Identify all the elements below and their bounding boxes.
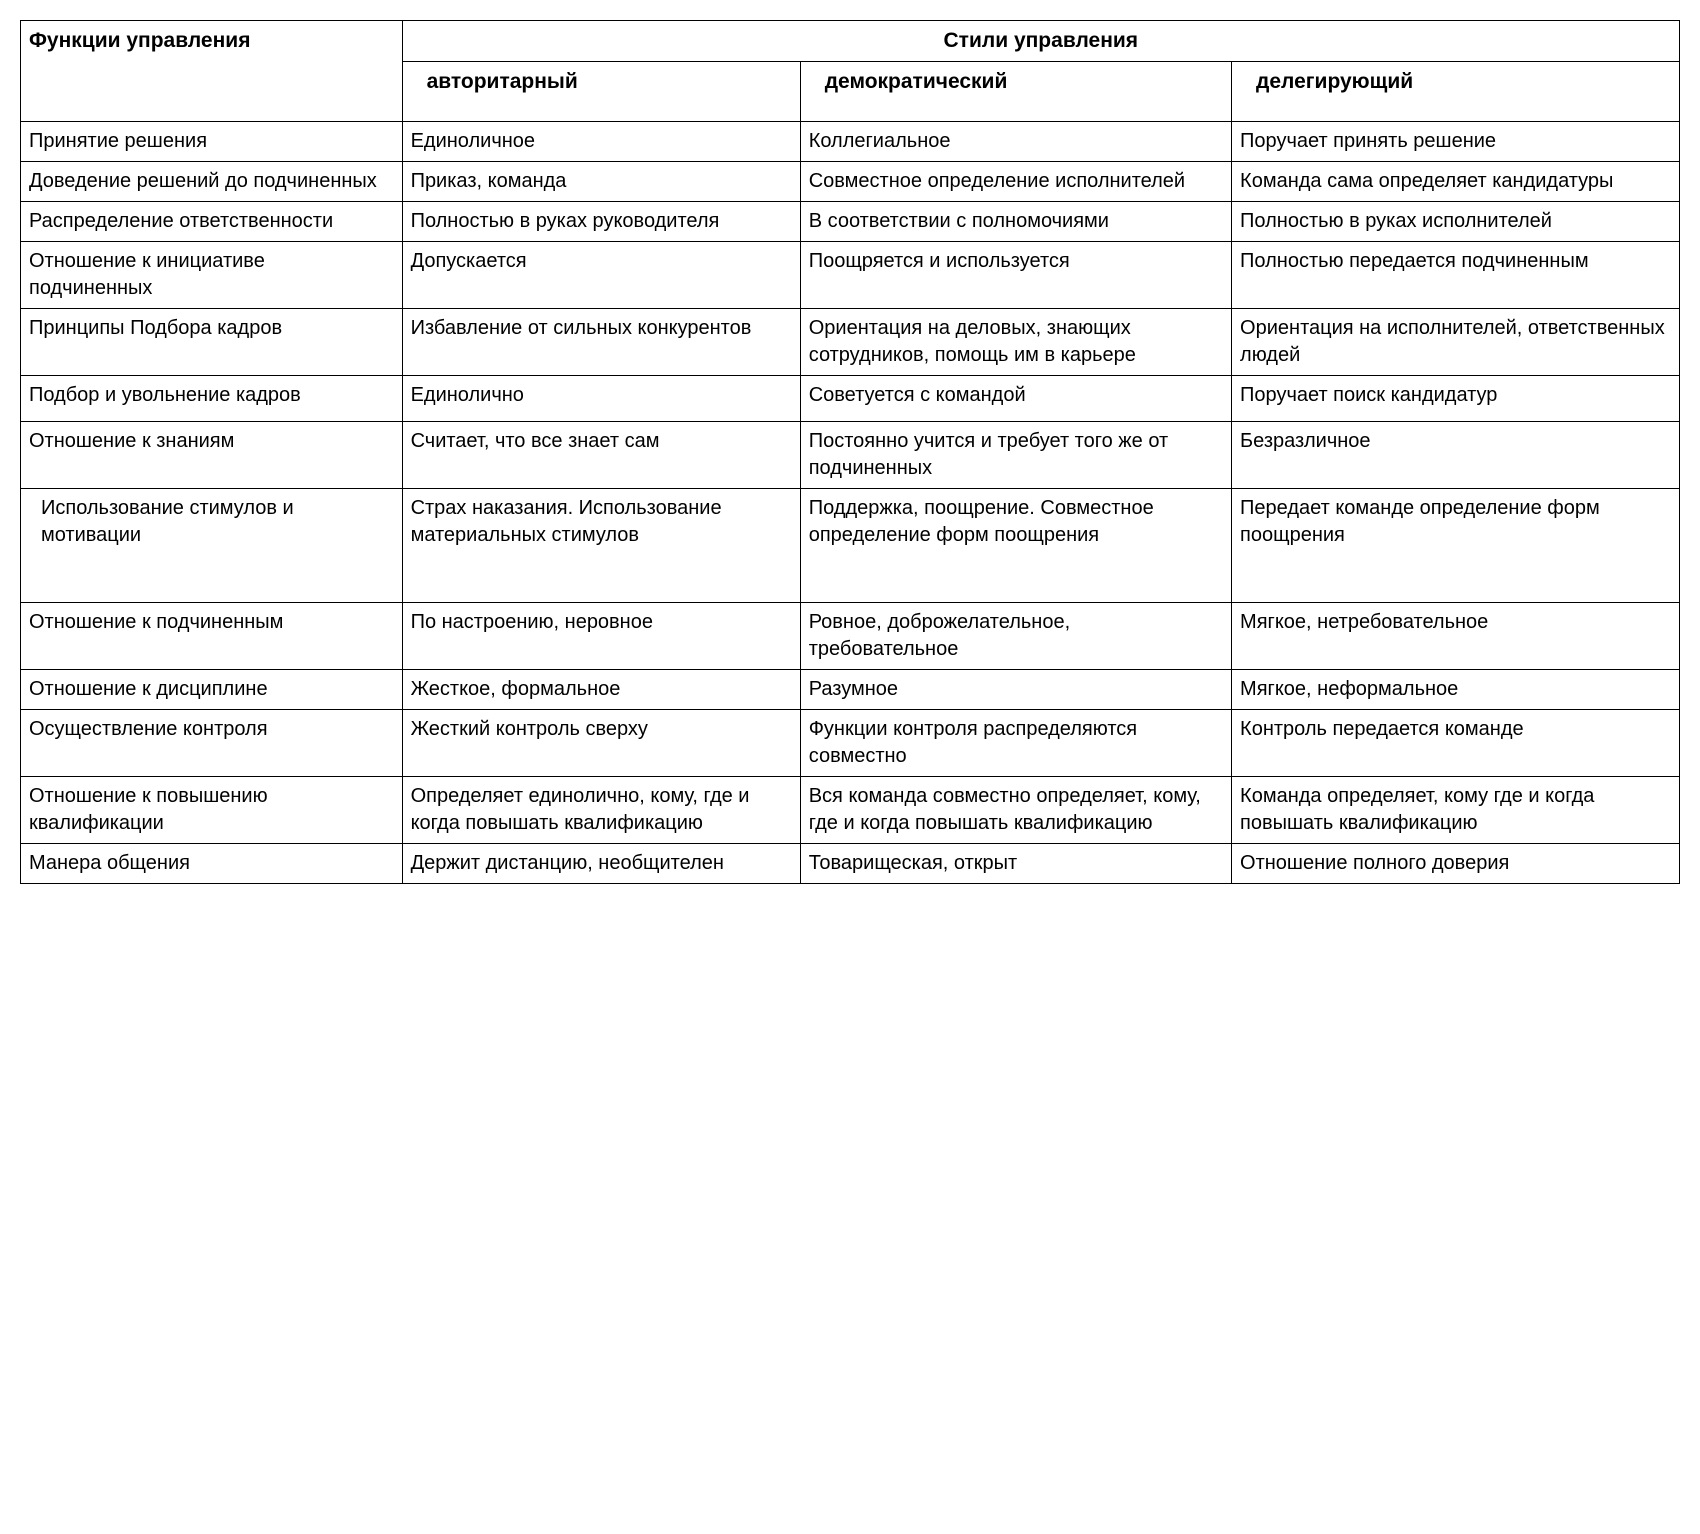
table-row: Доведение решений до подчиненныхПриказ, …	[21, 161, 1680, 201]
func-cell: Отношение к знаниям	[21, 421, 403, 488]
democratic-cell: Вся команда совместно определяет, кому, …	[800, 776, 1231, 843]
delegating-cell: Передает команде определение форм поощре…	[1232, 488, 1680, 602]
delegating-cell: Поручает принять решение	[1232, 121, 1680, 161]
authoritarian-cell: Считает, что все знает сам	[402, 421, 800, 488]
table-row: Отношение к инициативе подчиненныхДопуск…	[21, 241, 1680, 308]
func-cell: Манера общения	[21, 843, 403, 883]
func-cell: Подбор и увольнение кадров	[21, 375, 403, 421]
authoritarian-cell: Приказ, команда	[402, 161, 800, 201]
table-row: Осуществление контроляЖесткий контроль с…	[21, 709, 1680, 776]
header-democratic: демократический	[800, 62, 1231, 121]
delegating-cell: Команда определяет, кому где и когда пов…	[1232, 776, 1680, 843]
table-row: Подбор и увольнение кадровЕдиноличноСове…	[21, 375, 1680, 421]
authoritarian-cell: Жесткое, формальное	[402, 669, 800, 709]
delegating-cell: Безразличное	[1232, 421, 1680, 488]
func-cell: Отношение к дисциплине	[21, 669, 403, 709]
delegating-cell: Команда сама определяет кандидатуры	[1232, 161, 1680, 201]
delegating-cell: Поручает поиск кандидатур	[1232, 375, 1680, 421]
table-row: Принятие решенияЕдиноличноеКоллегиальное…	[21, 121, 1680, 161]
authoritarian-cell: Избавление от сильных конкурентов	[402, 308, 800, 375]
democratic-cell: В соответствии с полномочиями	[800, 201, 1231, 241]
header-styles: Стили управления	[402, 21, 1679, 62]
func-cell: Доведение решений до подчиненных	[21, 161, 403, 201]
table-row: Отношение к повышению квалификацииОпреде…	[21, 776, 1680, 843]
table-row: Манера общенияДержит дистанцию, необщите…	[21, 843, 1680, 883]
table-body: Принятие решенияЕдиноличноеКоллегиальное…	[21, 121, 1680, 883]
democratic-cell: Разумное	[800, 669, 1231, 709]
authoritarian-cell: Страх наказания. Использование материаль…	[402, 488, 800, 602]
table-row: Отношение к подчиненнымПо настроению, не…	[21, 602, 1680, 669]
democratic-cell: Ориентация на деловых, знающих сотрудник…	[800, 308, 1231, 375]
authoritarian-cell: Держит дистанцию, необщителен	[402, 843, 800, 883]
authoritarian-cell: Единоличное	[402, 121, 800, 161]
authoritarian-cell: Допускается	[402, 241, 800, 308]
header-authoritarian: авторитарный	[402, 62, 800, 121]
authoritarian-cell: По настроению, неровное	[402, 602, 800, 669]
delegating-cell: Полностью в руках исполнителей	[1232, 201, 1680, 241]
authoritarian-cell: Единолично	[402, 375, 800, 421]
header-functions: Функции управления	[21, 21, 403, 122]
delegating-cell: Ориентация на исполнителей, ответственны…	[1232, 308, 1680, 375]
democratic-cell: Поощряется и используется	[800, 241, 1231, 308]
table-row: Отношение к знаниямСчитает, что все знае…	[21, 421, 1680, 488]
democratic-cell: Функции контроля распределяются совместн…	[800, 709, 1231, 776]
header-delegating: делегирующий	[1232, 62, 1680, 121]
authoritarian-cell: Жесткий контроль сверху	[402, 709, 800, 776]
democratic-cell: Поддержка, поощрение. Совместное определ…	[800, 488, 1231, 602]
header-row-1: Функции управления Стили управления	[21, 21, 1680, 62]
democratic-cell: Советуется с командой	[800, 375, 1231, 421]
table-row: Использование стимулов и мотивацииСтрах …	[21, 488, 1680, 602]
delegating-cell: Отношение полного доверия	[1232, 843, 1680, 883]
func-cell: Принятие решения	[21, 121, 403, 161]
delegating-cell: Мягкое, неформальное	[1232, 669, 1680, 709]
delegating-cell: Полностью передается подчиненным	[1232, 241, 1680, 308]
table-row: Распределение ответственностиПолностью в…	[21, 201, 1680, 241]
democratic-cell: Товарищеская, открыт	[800, 843, 1231, 883]
delegating-cell: Мягкое, нетребовательное	[1232, 602, 1680, 669]
democratic-cell: Совместное определение исполнителей	[800, 161, 1231, 201]
table-row: Отношение к дисциплинеЖесткое, формально…	[21, 669, 1680, 709]
func-cell: Распределение ответственности	[21, 201, 403, 241]
delegating-cell: Контроль передается команде	[1232, 709, 1680, 776]
func-cell: Отношение к подчиненным	[21, 602, 403, 669]
func-cell: Использование стимулов и мотивации	[21, 488, 403, 602]
func-cell: Принципы Подбора кадров	[21, 308, 403, 375]
democratic-cell: Постоянно учится и требует того же от по…	[800, 421, 1231, 488]
authoritarian-cell: Определяет единолично, кому, где и когда…	[402, 776, 800, 843]
func-cell: Отношение к инициативе подчиненных	[21, 241, 403, 308]
management-styles-table: Функции управления Стили управления авто…	[20, 20, 1680, 884]
authoritarian-cell: Полностью в руках руководителя	[402, 201, 800, 241]
func-cell: Отношение к повышению квалификации	[21, 776, 403, 843]
func-cell: Осуществление контроля	[21, 709, 403, 776]
democratic-cell: Ровное, доброжелательное, требовательное	[800, 602, 1231, 669]
table-row: Принципы Подбора кадровИзбавление от сил…	[21, 308, 1680, 375]
democratic-cell: Коллегиальное	[800, 121, 1231, 161]
